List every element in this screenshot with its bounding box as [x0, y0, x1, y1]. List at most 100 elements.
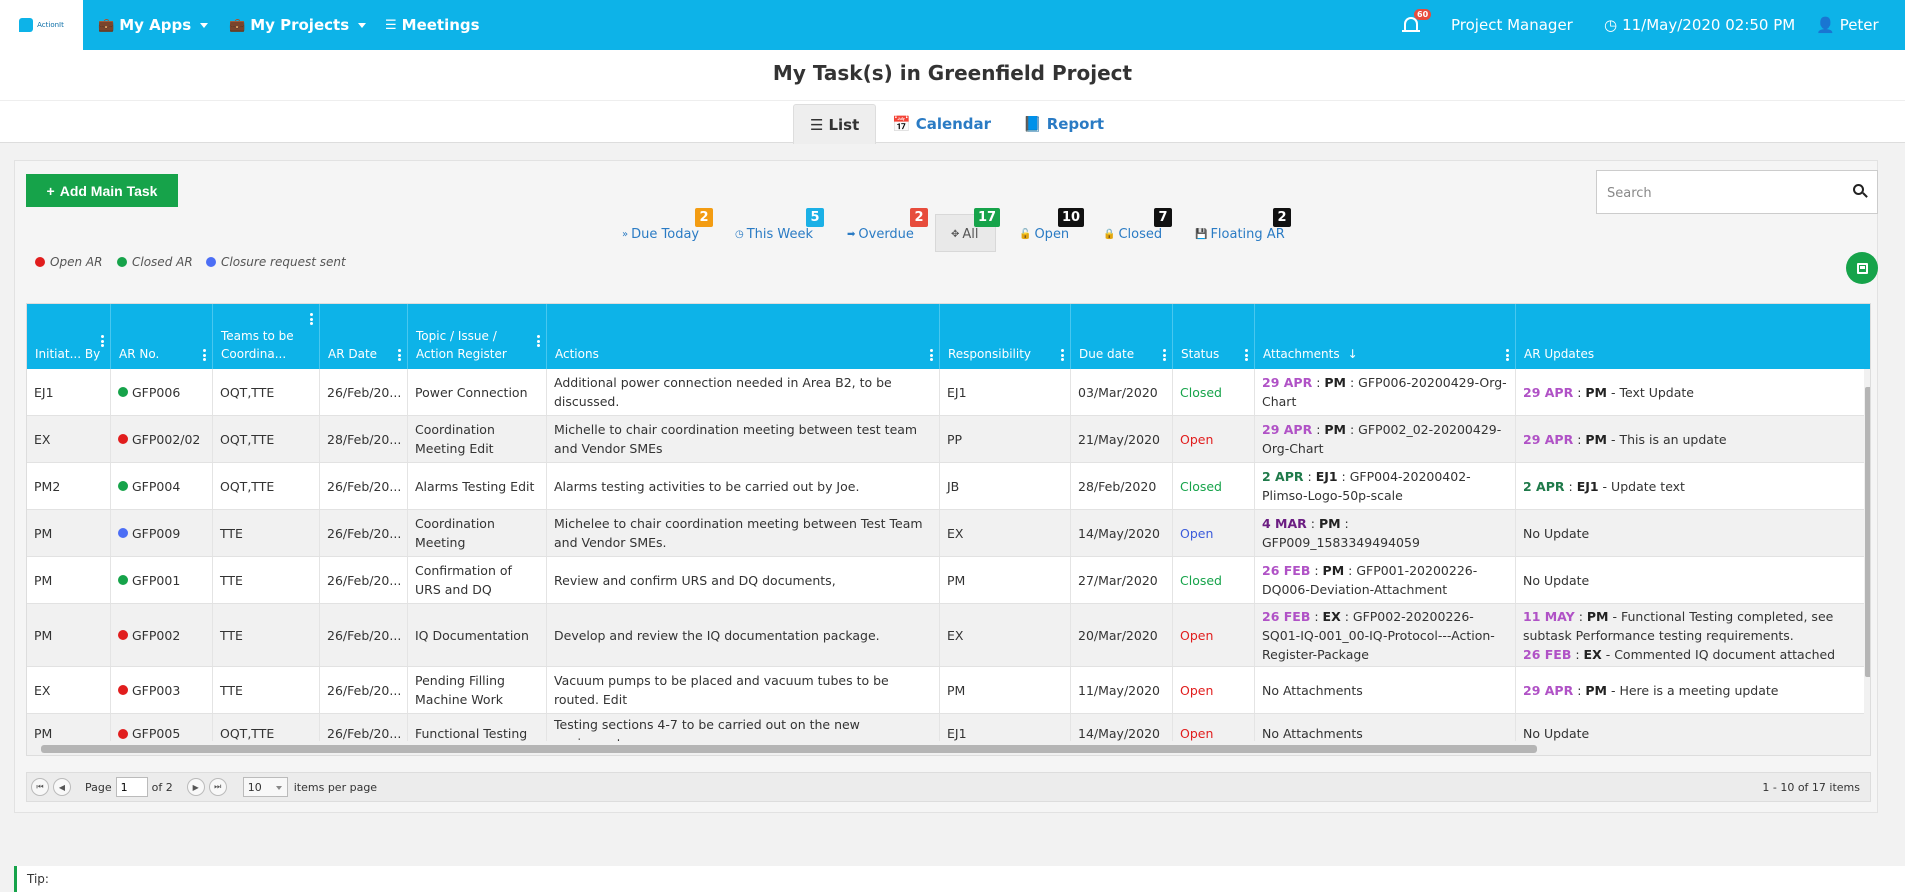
table-row[interactable]: EX GFP003 TTE 26/Feb/20... Pending Filling M…: [27, 667, 1870, 714]
cell-att: 29 APR : PM : GFP002_02-20200429-Org-Cha…: [1255, 416, 1516, 462]
next-page-icon[interactable]: ▶: [186, 778, 205, 796]
attachment-entry[interactable]: 2 APR : EJ1 : GFP004-20200402-Plimso-Log…: [1262, 469, 1471, 503]
cell-initiated: PM: [27, 604, 111, 666]
attachment-entry[interactable]: No Attachments: [1262, 724, 1363, 743]
vertical-scrollbar[interactable]: [1864, 369, 1870, 755]
cell-text: PM: [947, 572, 966, 588]
cell-ar-date: 26/Feb/20...: [320, 667, 408, 713]
table-row[interactable]: PM GFP001 TTE 26/Feb/20... Confirmation of U…: [27, 557, 1870, 604]
attachment-text: No Attachments: [1262, 726, 1363, 741]
filter-due-today-label: Due Today: [631, 226, 700, 242]
column-header-teams[interactable]: Teams to be Coordina...: [213, 304, 320, 369]
status-text: Closed: [1180, 384, 1222, 400]
attachment-entry[interactable]: No Attachments: [1262, 681, 1363, 700]
filter-all-label: All: [962, 226, 979, 242]
column-header-ar-updates[interactable]: AR Updates: [1516, 304, 1870, 369]
cell-att: 2 APR : EJ1 : GFP004-20200402-Plimso-Log…: [1255, 463, 1516, 509]
tab-list[interactable]: ☰ List: [793, 104, 877, 144]
attachment-entry[interactable]: 29 APR : PM : GFP002_02-20200429-Org-Cha…: [1262, 422, 1502, 456]
search-input[interactable]: [1607, 183, 1837, 203]
nav-my-apps[interactable]: 💼 My Apps: [98, 0, 209, 50]
tab-report[interactable]: 📘 Report: [1007, 104, 1120, 144]
filter-closed[interactable]: 🔒 Closed: [1103, 225, 1162, 243]
add-main-task-button[interactable]: + Add Main Task: [26, 174, 178, 207]
cell-ar-no: GFP003: [111, 667, 213, 713]
cell-att: No Attachments: [1255, 667, 1516, 713]
column-menu-icon[interactable]: [537, 335, 540, 347]
column-header-initiated-by[interactable]: Initiat... By: [27, 304, 111, 369]
update-text: Functional Testing completed, see subtas…: [1523, 608, 1834, 643]
app-logo[interactable]: ActionIt: [0, 0, 83, 50]
notifications-button[interactable]: 60: [1402, 9, 1432, 37]
column-menu-icon[interactable]: [101, 335, 104, 347]
horizontal-scrollbar[interactable]: [27, 741, 1864, 755]
cell-text: 14/May/2020: [1078, 525, 1160, 541]
attachment-entry[interactable]: 4 MAR : PM : GFP009_1583349494059: [1262, 516, 1420, 550]
scrollbar-thumb[interactable]: [41, 745, 1537, 753]
user-menu[interactable]: 👤 Peter: [1816, 0, 1879, 50]
filter-floating-ar-count: 2: [1273, 208, 1291, 227]
cell-teams: OQT,TTE: [213, 416, 320, 462]
filter-all[interactable]: ✥ All: [951, 225, 979, 243]
column-menu-icon[interactable]: [398, 349, 401, 361]
tab-calendar[interactable]: 📅 Calendar: [876, 104, 1007, 144]
column-menu-icon[interactable]: [203, 349, 206, 361]
cell-text: EX: [947, 627, 964, 643]
page-of-label: of 2: [151, 780, 173, 794]
cell-text: TTE: [220, 627, 243, 643]
column-menu-icon[interactable]: [310, 313, 313, 325]
cell-status: Open: [1173, 714, 1255, 753]
page-header: My Task(s) in Greenfield Project ☰ List …: [0, 50, 1905, 144]
first-page-icon[interactable]: ⏮: [31, 778, 49, 796]
column-menu-icon[interactable]: [930, 349, 933, 361]
cell-initiated: PM: [27, 714, 111, 753]
filter-open[interactable]: 🔓 Open: [1019, 225, 1069, 243]
column-menu-icon[interactable]: [1506, 349, 1509, 361]
attachment-entry[interactable]: 26 FEB : EX : GFP002-20200226-SQ01-IQ-00…: [1262, 608, 1495, 662]
table-row[interactable]: PM2 GFP004 OQT,TTE 26/Feb/20... Alarms Testi…: [27, 463, 1870, 510]
ar-number: GFP002: [132, 627, 181, 643]
column-header-actions[interactable]: Actions: [547, 304, 940, 369]
column-header-responsibility[interactable]: Responsibility: [940, 304, 1071, 369]
column-header-attachments[interactable]: Attachments ↓: [1255, 304, 1516, 369]
status-dot-icon: [118, 685, 128, 695]
cell-text: 26/Feb/20...: [327, 627, 402, 643]
prev-page-icon[interactable]: ◀: [53, 778, 71, 796]
save-layout-button[interactable]: [1846, 252, 1878, 284]
column-menu-icon[interactable]: [1163, 349, 1166, 361]
filter-floating-ar[interactable]: 💾 Floating AR: [1195, 225, 1285, 243]
nav-my-projects[interactable]: 💼 My Projects: [229, 0, 367, 50]
filter-due-today[interactable]: » Due Today: [622, 225, 699, 243]
table-row[interactable]: PM GFP002 TTE 26/Feb/20... IQ Documentation D…: [27, 604, 1870, 667]
cell-teams: OQT,TTE: [213, 463, 320, 509]
nav-meetings[interactable]: ☰ Meetings: [385, 0, 480, 50]
table-row[interactable]: EJ1 GFP006 OQT,TTE 26/Feb/20... Power Connec…: [27, 369, 1870, 416]
status-text: Open: [1180, 682, 1214, 698]
attachment-entry[interactable]: 29 APR : PM : GFP006-20200429-Org-Chart: [1262, 375, 1507, 409]
column-header-due-date[interactable]: Due date: [1071, 304, 1173, 369]
filter-overdue[interactable]: ➡ Overdue: [847, 225, 914, 243]
column-header-topic[interactable]: Topic / Issue / Action Register: [408, 304, 547, 369]
items-per-page-select[interactable]: 10: [242, 777, 288, 797]
cell-resp: EJ1: [940, 714, 1071, 753]
last-page-icon[interactable]: ⏭: [208, 778, 227, 796]
cell-text: Power Connection: [415, 384, 528, 400]
column-header-ar-no[interactable]: AR No.: [111, 304, 213, 369]
column-header-status[interactable]: Status: [1173, 304, 1255, 369]
column-header-ar-date[interactable]: AR Date: [320, 304, 408, 369]
user-name: Peter: [1839, 16, 1879, 34]
column-menu-icon[interactable]: [1061, 349, 1064, 361]
table-row[interactable]: EX GFP002/02 OQT,TTE 28/Feb/20... Coordinati…: [27, 416, 1870, 463]
page-number-input[interactable]: [115, 777, 148, 797]
update-date: 29 APR: [1523, 431, 1574, 447]
search-icon[interactable]: [1853, 184, 1868, 200]
attachment-filename: GFP006-20200429-Org-Chart: [1262, 375, 1507, 409]
column-menu-icon[interactable]: [1245, 349, 1248, 361]
datetime-display: ◷ 11/May/2020 02:50 PM: [1604, 0, 1795, 50]
filter-this-week[interactable]: ◷ This Week: [735, 225, 813, 243]
scrollbar-thumb[interactable]: [1865, 387, 1870, 677]
attachment-entry[interactable]: 26 FEB : PM : GFP001-20200226-DQ006-Devi…: [1262, 563, 1478, 597]
pager: ⏮ ◀ Page of 2 ▶ ⏭ 10 items per page 1 - …: [26, 772, 1871, 802]
cell-text: 28/Feb/20...: [327, 431, 402, 447]
table-row[interactable]: PM GFP009 TTE 26/Feb/20... Coordination Meet…: [27, 510, 1870, 557]
